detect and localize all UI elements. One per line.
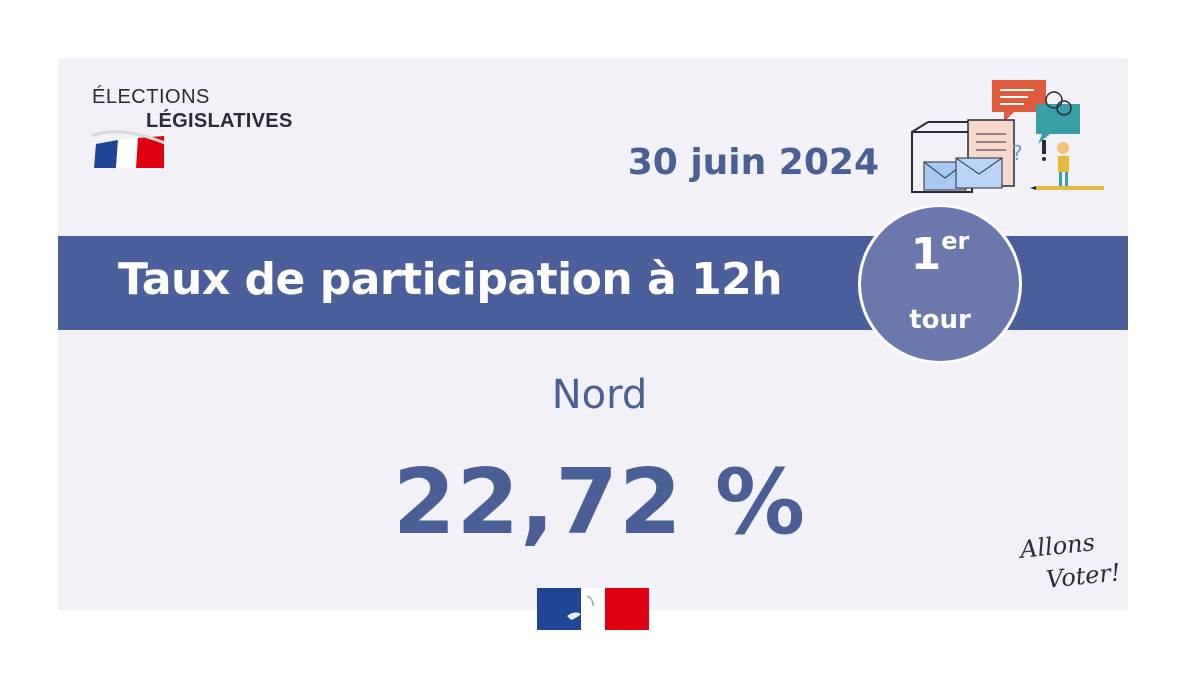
- logo-line-elections: ÉLECTIONS: [92, 86, 210, 108]
- election-date: 30 juin 2024: [627, 142, 879, 183]
- round-number-value: 1: [910, 229, 942, 280]
- allons-voter-slogan: Allons Voter!: [1018, 528, 1122, 602]
- svg-text:?: ?: [1012, 141, 1023, 165]
- round-label: tour: [909, 305, 971, 335]
- department-name: Nord: [551, 372, 648, 418]
- voting-illustration-icon: ?: [911, 80, 1104, 193]
- marianne-logo-icon: [537, 588, 649, 630]
- round-number-suffix: er: [941, 227, 970, 255]
- participation-rate: 22,72 %: [392, 450, 807, 555]
- slogan-line-1: Allons: [1018, 528, 1097, 564]
- slogan-line-2: Voter!: [1044, 558, 1122, 594]
- french-flag-icon: [92, 130, 164, 168]
- elections-logo: ÉLECTIONS LÉGISLATIVES: [90, 86, 320, 176]
- logo-line-legislatives: LÉGISLATIVES: [146, 110, 293, 132]
- banner-title: Taux de participation à 12h: [118, 254, 783, 305]
- round-badge: 1er tour: [858, 204, 1022, 364]
- round-number: 1er: [861, 229, 1019, 277]
